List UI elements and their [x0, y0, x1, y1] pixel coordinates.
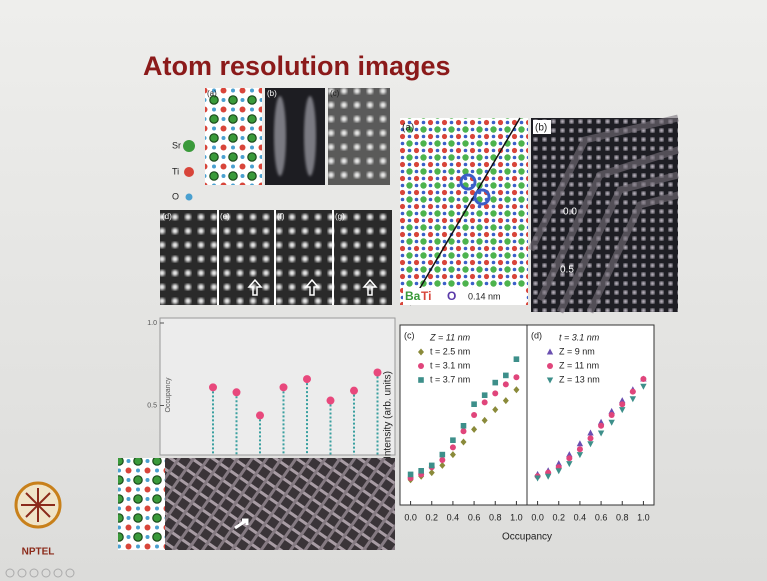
point: [256, 411, 264, 419]
y-axis-label: Occupancy: [165, 377, 172, 413]
legend-label: t = 3.7 nm: [430, 374, 470, 384]
legend-label: t = 3.1 nm: [430, 360, 470, 370]
atom-model: [400, 118, 528, 305]
x-tick-label: 0.6: [468, 512, 481, 522]
logo-text: NPTEL: [22, 547, 55, 558]
y-axis-label: Intensity (arb. units): [383, 371, 394, 459]
atom-model: [205, 88, 262, 185]
point: [303, 375, 311, 383]
species-label: Ti: [421, 289, 431, 303]
y-tick-label: 0.5: [147, 402, 157, 409]
panel-label: (c): [330, 89, 340, 98]
point: [209, 383, 217, 391]
legend-label: Z = 13 nm: [559, 374, 600, 384]
x-tick-label: 0.2: [552, 512, 565, 522]
panel-label: (g): [335, 212, 345, 221]
point: [374, 369, 382, 377]
x-tick-label: 0.8: [489, 512, 502, 522]
x-tick-label: 0.8: [616, 512, 629, 522]
image-panel: [328, 88, 390, 185]
point: [439, 457, 445, 463]
x-tick-label: 0.4: [574, 512, 587, 522]
species-label: O: [447, 289, 456, 303]
point: [503, 373, 509, 379]
panel-label: (d): [162, 212, 172, 221]
point: [482, 392, 488, 398]
x-tick-label: 0.0: [404, 512, 417, 522]
legend-swatch: [186, 194, 193, 201]
legend-label: Ti: [172, 166, 179, 176]
legend-swatch: [184, 167, 194, 177]
point: [461, 428, 467, 434]
point: [482, 399, 488, 405]
species-label: Ba: [405, 289, 421, 303]
legend-title: t = 3.1 nm: [559, 332, 600, 342]
x-tick-label: 1.0: [637, 512, 650, 522]
point: [514, 356, 520, 362]
legend-swatch: [183, 140, 195, 152]
x-tick-label: 0.2: [425, 512, 438, 522]
point: [471, 401, 477, 407]
image-feature: [304, 96, 316, 176]
legend-marker: [547, 363, 553, 369]
legend-label: Sr: [172, 140, 181, 150]
legend-label: O: [172, 191, 179, 201]
x-tick-label: 0.6: [595, 512, 608, 522]
panel-label: (a): [207, 89, 217, 98]
legend-title: Z = 11 nm: [429, 332, 471, 342]
x-tick-label: 1.0: [510, 512, 523, 522]
atom-model: [118, 458, 168, 550]
point: [450, 437, 456, 443]
legend-marker: [418, 377, 424, 383]
slide-title: Atom resolution images: [143, 51, 451, 81]
point: [350, 387, 358, 395]
slide: Atom resolution images NPTEL Sr Ti O (a) (b)…: [0, 0, 767, 581]
panel-label: (b): [535, 123, 547, 134]
annotation: 0.0: [563, 207, 577, 218]
point: [461, 423, 467, 429]
point: [513, 374, 519, 380]
point: [492, 390, 498, 396]
x-tick-label: 0.4: [447, 512, 460, 522]
image-strip: [165, 458, 395, 550]
panel-label: (f): [277, 212, 285, 221]
point: [598, 423, 604, 429]
panel-label: (e): [220, 212, 230, 221]
point: [471, 412, 477, 418]
logo-mark: [21, 488, 55, 522]
point: [630, 389, 636, 395]
legend-marker: [418, 363, 424, 369]
point: [640, 376, 646, 382]
point: [588, 435, 594, 441]
point: [577, 446, 583, 452]
legend-label: Z = 9 nm: [559, 346, 595, 356]
x-tick-label: 0.0: [531, 512, 544, 522]
point: [327, 397, 335, 405]
point: [429, 463, 435, 469]
x-axis-label: Occupancy: [502, 532, 552, 543]
panel-label: (a): [402, 123, 414, 134]
point: [418, 468, 424, 474]
chart-frame: [160, 318, 395, 455]
point: [492, 380, 498, 386]
legend-label: t = 2.5 nm: [430, 346, 470, 356]
y-tick-label: 1.0: [147, 320, 157, 327]
scale-label: 0.14 nm: [468, 291, 501, 301]
legend-label: Z = 11 nm: [559, 360, 599, 370]
panel-label: (b): [267, 89, 277, 98]
point: [280, 383, 288, 391]
image-panel: [265, 88, 325, 185]
point: [566, 455, 572, 461]
image-feature: [274, 96, 286, 176]
point: [450, 444, 456, 450]
point: [609, 412, 615, 418]
point: [408, 472, 414, 478]
annotation: 0.5: [560, 265, 574, 276]
point: [233, 388, 241, 396]
point: [503, 381, 509, 387]
panel-label: (c): [404, 330, 415, 340]
point: [619, 401, 625, 407]
panel-label: (d): [531, 330, 542, 340]
point: [440, 452, 446, 458]
